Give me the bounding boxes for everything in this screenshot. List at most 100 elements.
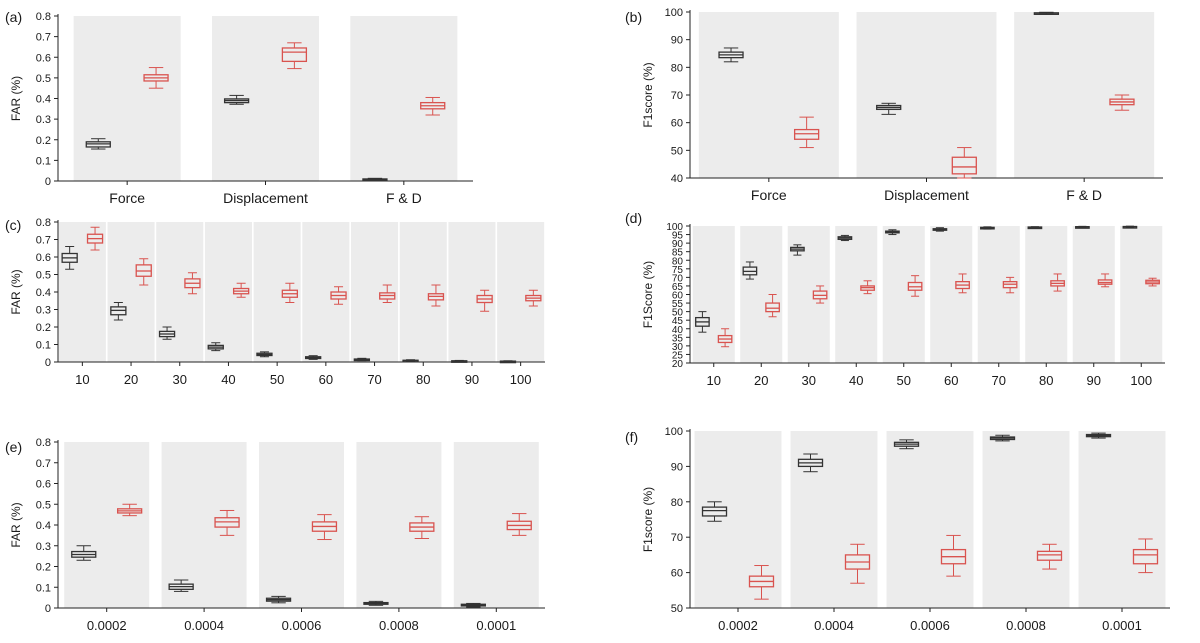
y-tick-label: 50 xyxy=(671,603,683,615)
box-plot xyxy=(110,302,127,321)
x-tick-label: 100 xyxy=(510,372,532,387)
x-tick-label: 50 xyxy=(270,372,284,387)
category-band xyxy=(835,226,878,363)
y-tick-label: 80 xyxy=(672,256,684,267)
box-plot xyxy=(837,234,853,242)
box-body xyxy=(765,302,780,313)
x-tick-label: F & D xyxy=(386,190,422,206)
x-tick-label: 30 xyxy=(173,372,187,387)
x-tick-label: 0.0002 xyxy=(718,618,758,633)
y-tick-label: 0.8 xyxy=(36,217,51,229)
y-tick-label: 40 xyxy=(671,173,683,185)
y-tick-label: 50 xyxy=(671,145,683,157)
y-tick-label: 100 xyxy=(666,222,683,233)
y-tick-label: 0.4 xyxy=(36,520,51,532)
y-tick-label: 0 xyxy=(45,176,51,188)
box-plot xyxy=(980,226,995,230)
y-tick-label: 65 xyxy=(672,282,684,293)
category-band xyxy=(882,226,925,363)
y-tick-label: 80 xyxy=(671,497,683,509)
x-tick-label: 0.0002 xyxy=(87,618,127,633)
x-tick-label: 60 xyxy=(944,373,958,388)
category-band xyxy=(1120,226,1163,363)
panel-a: (a) 0 0.1 0.2 0.3 0.4 0.5 0.6 0.7 0.8 FAR (%) Force… xyxy=(5,9,473,206)
box-plot xyxy=(525,289,542,307)
y-tick-label: 95 xyxy=(672,231,684,242)
y-tick-label: 0.5 xyxy=(36,73,51,85)
y-tick-label: 0.5 xyxy=(36,270,51,282)
box-plot xyxy=(940,534,967,577)
y-tick-label: 0.3 xyxy=(36,305,51,317)
box-plot xyxy=(476,289,493,312)
y-tick-label: 70 xyxy=(671,532,683,544)
category-band xyxy=(356,442,442,608)
x-tick-label: 40 xyxy=(221,372,235,387)
x-tick-label: 90 xyxy=(465,372,479,387)
x-tick-label: 60 xyxy=(319,372,333,387)
box-plot xyxy=(207,342,224,352)
box-plot xyxy=(1050,273,1065,292)
x-tick-label: 0.0006 xyxy=(282,618,322,633)
y-tick-label: 0.1 xyxy=(36,340,51,352)
y-tick-label: 0.1 xyxy=(36,155,51,167)
y-tick-label: 0.7 xyxy=(36,32,51,44)
x-tick-label: 80 xyxy=(1039,373,1053,388)
box-plot xyxy=(281,282,299,303)
y-tick-label: 70 xyxy=(671,90,683,102)
category-band xyxy=(692,226,735,363)
category-band xyxy=(694,431,782,608)
box-plot xyxy=(117,503,143,517)
box-plot xyxy=(701,501,728,522)
y-tick-label: 0.7 xyxy=(36,458,51,470)
category-band xyxy=(930,226,973,363)
box-plot xyxy=(1075,225,1090,229)
x-tick-label: 80 xyxy=(416,372,430,387)
y-tick-label: 35 xyxy=(672,333,684,344)
y-tick-label: 0.4 xyxy=(36,94,51,106)
x-tick-label: F & D xyxy=(1066,187,1102,203)
y-tick-label: 0.5 xyxy=(36,499,51,511)
y-tick-label: 55 xyxy=(672,299,684,310)
box-plot xyxy=(1097,273,1113,288)
panel-label: (b) xyxy=(625,9,642,25)
box-plot xyxy=(932,227,948,232)
box-body xyxy=(281,47,308,63)
category-band xyxy=(253,222,301,362)
category-band xyxy=(350,16,458,181)
box-plot xyxy=(876,102,902,115)
category-band xyxy=(73,16,181,181)
panel-label: (e) xyxy=(5,439,22,455)
category-band xyxy=(497,222,545,362)
box-plot xyxy=(85,138,111,150)
box-plot xyxy=(143,67,169,89)
box-plot xyxy=(232,282,250,298)
category-band xyxy=(58,222,106,362)
box-plot xyxy=(695,311,710,333)
y-tick-label: 0.6 xyxy=(36,252,51,264)
y-tick-label: 90 xyxy=(671,461,683,473)
box-body xyxy=(793,128,820,140)
box-plot xyxy=(135,258,152,286)
box-plot xyxy=(790,244,805,256)
box-plot xyxy=(718,47,744,63)
box-plot xyxy=(907,275,923,297)
box-plot xyxy=(61,246,78,270)
y-tick-label: 60 xyxy=(671,118,683,130)
y-tick-label: 0.7 xyxy=(36,235,51,247)
box-plot xyxy=(1132,538,1159,574)
x-tick-label: 0.0001 xyxy=(1102,618,1142,633)
box-plot xyxy=(304,355,322,360)
x-tick-label: 0.0001 xyxy=(476,618,516,633)
box-plot xyxy=(506,513,532,536)
y-tick-label: 0.6 xyxy=(36,479,51,491)
x-tick-label: 0.0008 xyxy=(379,618,419,633)
box-plot xyxy=(499,360,517,364)
box-plot xyxy=(427,284,445,307)
box-plot xyxy=(311,514,338,541)
y-tick-label: 0.1 xyxy=(36,582,51,594)
box-plot xyxy=(1122,225,1138,229)
x-tick-label: 0.0004 xyxy=(184,618,224,633)
x-tick-label: 30 xyxy=(802,373,816,388)
y-tick-label: 0.2 xyxy=(36,562,51,574)
